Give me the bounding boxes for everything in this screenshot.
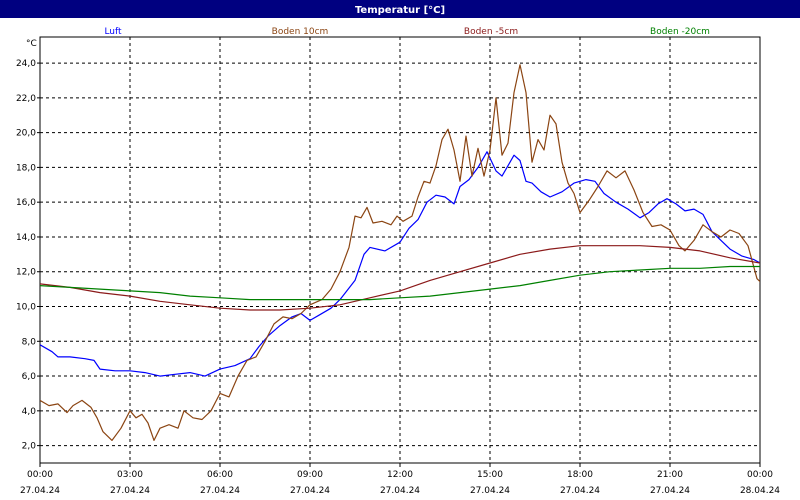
series-group xyxy=(40,64,760,441)
x-tick-time-label: 12:00 xyxy=(387,470,413,480)
y-tick-label: 10,0 xyxy=(16,303,36,313)
x-tick-time-label: 00:00 xyxy=(747,470,773,480)
y-tick-label: 14,0 xyxy=(16,233,36,243)
x-tick-date-label: 27.04.24 xyxy=(110,486,150,496)
legend-entry-boden-10cm: Boden 10cm xyxy=(272,27,329,37)
x-axis: 00:00 27.04.24 03:00 27.04.24 06:00 27.04.24 0… xyxy=(20,463,780,496)
y-tick-label: 22,0 xyxy=(16,94,36,104)
series-line-boden-10cm xyxy=(40,64,760,441)
legend-entry-luft: Luft xyxy=(104,27,122,37)
y-tick-label: 20,0 xyxy=(16,129,36,139)
series-line-boden-5cm xyxy=(40,245,760,311)
y-tick-label: 12,0 xyxy=(16,268,36,278)
y-tick-label: 18,0 xyxy=(16,163,36,173)
y-tick-label: 6,0 xyxy=(22,372,37,382)
y-axis: 2,0 4,0 6,0 8,0 10,0 12,0 14,0 16,0 18,0 20,0 22,0… xyxy=(16,59,40,452)
y-tick-label: 8,0 xyxy=(22,337,37,347)
x-tick-time-label: 00:00 xyxy=(27,470,53,480)
y-axis-unit-label: °C xyxy=(26,39,37,49)
grid xyxy=(40,37,760,463)
series-line-luft xyxy=(40,151,760,377)
x-tick-time-label: 15:00 xyxy=(477,470,503,480)
x-tick-time-label: 03:00 xyxy=(117,470,143,480)
legend: Luft Boden 10cm Boden -5cm Boden -20cm xyxy=(104,27,710,37)
x-tick-date-label: 27.04.24 xyxy=(20,486,60,496)
legend-entry-boden-20cm: Boden -20cm xyxy=(650,27,710,37)
x-tick-date-label: 27.04.24 xyxy=(200,486,240,496)
y-tick-label: 2,0 xyxy=(22,442,37,452)
x-tick-date-label: 27.04.24 xyxy=(380,486,420,496)
chart-title: Temperatur [°C] xyxy=(355,5,445,16)
x-tick-time-label: 06:00 xyxy=(207,470,233,480)
series-line-boden-20cm xyxy=(40,265,760,301)
y-tick-label: 4,0 xyxy=(22,407,37,417)
x-tick-date-label: 27.04.24 xyxy=(560,486,600,496)
x-tick-time-label: 21:00 xyxy=(657,470,683,480)
x-tick-time-label: 09:00 xyxy=(297,470,323,480)
y-tick-label: 16,0 xyxy=(16,198,36,208)
x-tick-date-label: 28.04.24 xyxy=(740,486,780,496)
legend-entry-boden-5cm: Boden -5cm xyxy=(464,27,518,37)
x-tick-date-label: 27.04.24 xyxy=(290,486,330,496)
title-bar xyxy=(0,0,800,18)
x-tick-date-label: 27.04.24 xyxy=(650,486,690,496)
x-tick-date-label: 27.04.24 xyxy=(470,486,510,496)
x-tick-time-label: 18:00 xyxy=(567,470,593,480)
y-tick-label: 24,0 xyxy=(16,59,36,69)
